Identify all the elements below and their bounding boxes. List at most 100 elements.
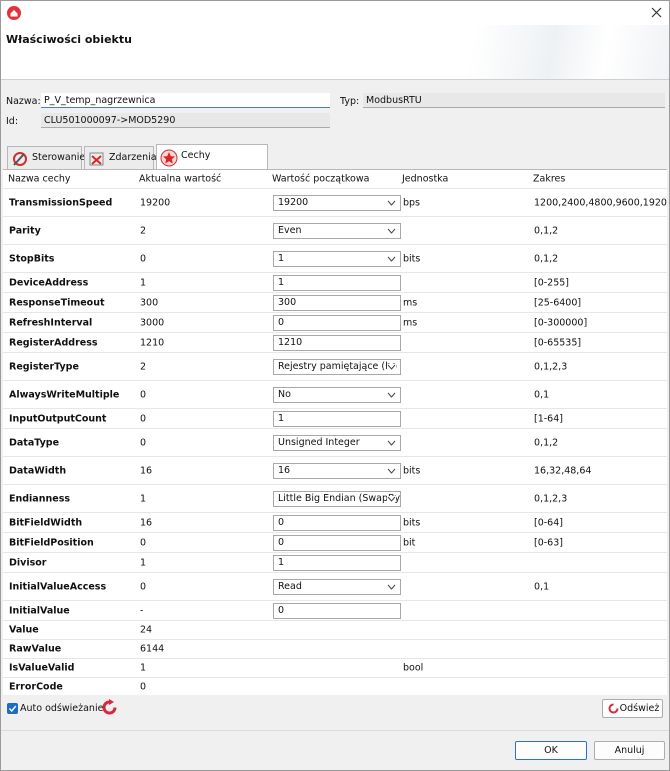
unit: bit	[403, 537, 416, 548]
property-name: ErrorCode	[9, 681, 63, 693]
id-value: CLU501000097->MOD5290	[41, 113, 330, 128]
initial-value-select[interactable]: No	[273, 386, 401, 403]
table-row: ResponseTimeout 300 300 ms [25-6400]	[3, 293, 667, 313]
current-value: 19200	[140, 197, 171, 208]
initial-value-input[interactable]: 1	[273, 410, 401, 427]
table-row: StopBits 0 1 bits 0,1,2	[3, 245, 667, 273]
table-row: ErrorCode 0	[3, 678, 667, 695]
property-name: InitialValueAccess	[9, 581, 107, 592]
initial-value-select[interactable]: Little Big Endian (SwapBy	[273, 490, 401, 507]
property-name: RawValue	[9, 643, 62, 655]
current-value: 0	[140, 389, 147, 400]
close-button[interactable]	[651, 7, 662, 18]
table-row: AlwaysWriteMultiple 0 No 0,1	[3, 381, 667, 409]
unit: ms	[403, 317, 418, 328]
unit: bps	[403, 197, 421, 208]
dialog-title: Właściwości obiektu	[6, 33, 132, 46]
range: 0,1	[534, 389, 550, 400]
id-label: Id:	[6, 116, 19, 127]
property-name: Parity	[9, 225, 41, 236]
range: 0,1,2	[534, 437, 559, 448]
table-row: Parity 2 Even 0,1,2	[3, 217, 667, 245]
table-row: InitialValueAccess 0 Read 0,1	[3, 573, 667, 601]
range: 0,1	[534, 581, 550, 592]
initial-value-input[interactable]: 0	[273, 602, 401, 619]
initial-value: 0	[278, 516, 285, 528]
table-row: Divisor 1 1	[3, 553, 667, 573]
initial-value-input[interactable]: 0	[273, 534, 401, 551]
table-row: IsValueValid 1 bool	[3, 659, 667, 678]
unit: bits	[403, 253, 421, 264]
tab-label: Zdarzenia	[109, 152, 157, 163]
initial-value-input[interactable]: 1	[273, 554, 401, 571]
tab[interactable]: Zdarzenia	[84, 146, 157, 169]
column-header: Wartość początkowa	[272, 173, 370, 185]
name-input[interactable]: P_V_temp_nagrzewnica	[41, 93, 330, 108]
current-value: 1	[140, 493, 147, 504]
initial-value: 1210	[278, 336, 303, 348]
header-banner: Właściwości obiektu	[1, 25, 669, 80]
current-value: 0	[140, 437, 147, 448]
current-value: 0	[140, 537, 147, 548]
property-name: DeviceAddress	[9, 277, 89, 288]
current-value: 1	[140, 557, 147, 568]
initial-value-select[interactable]: 1	[273, 250, 401, 267]
dropdown-arrow	[387, 363, 396, 370]
range: 0,1,2	[534, 225, 559, 236]
table-row: RawValue 6144	[3, 640, 667, 659]
initial-value-input[interactable]: 1210	[273, 334, 401, 351]
auto-refresh-label[interactable]: Auto odświeżanie	[20, 703, 104, 714]
initial-value-input[interactable]: 0	[273, 314, 401, 331]
current-value: 2	[140, 225, 147, 236]
property-name: Endianness	[9, 493, 70, 504]
range: [25-6400]	[534, 297, 582, 308]
initial-value-select[interactable]: Read	[273, 578, 401, 595]
property-name: TransmissionSpeed	[9, 197, 113, 208]
initial-value: No	[278, 388, 291, 400]
property-name: DataWidth	[9, 465, 67, 476]
unit: ms	[403, 297, 418, 308]
initial-value: 1	[278, 276, 285, 288]
cancel-button[interactable]: Anuluj	[594, 741, 665, 760]
tab-icon	[89, 152, 104, 166]
dropdown-arrow	[387, 583, 396, 590]
initial-value-select[interactable]: Unsigned Integer	[273, 434, 401, 451]
initial-value-input[interactable]: 0	[273, 514, 401, 531]
current-value: 16	[140, 517, 153, 528]
initial-value-input[interactable]: 300	[273, 294, 401, 311]
table-row: InitialValue - 0	[3, 601, 667, 621]
table-row: Endianness 1 Little Big Endian (SwapBy 0,1,…	[3, 485, 667, 513]
dropdown-arrow	[387, 199, 396, 206]
tab-icon	[160, 149, 178, 167]
current-value: 3000	[140, 317, 165, 328]
table-row: TransmissionSpeed 19200 19200 bps 1200,2400,…	[3, 189, 667, 217]
refresh-button[interactable]: Odśwież	[602, 699, 663, 718]
initial-value-input[interactable]: 1	[273, 274, 401, 291]
property-name: StopBits	[9, 253, 55, 264]
dropdown-arrow	[387, 467, 396, 474]
ok-button[interactable]: OK	[515, 741, 587, 760]
table-row: BitFieldWidth 16 0 bits [0-64]	[3, 513, 667, 533]
property-name: IsValueValid	[9, 662, 75, 674]
range: [0-63]	[534, 537, 563, 548]
initial-value-select[interactable]: Even	[273, 222, 401, 239]
tab-active[interactable]: Cechy wbudowane	[156, 144, 268, 183]
current-value: 16	[140, 465, 153, 476]
tab[interactable]: Sterowanie	[7, 146, 85, 169]
range: 0,1,2,3	[534, 493, 568, 504]
initial-value-select[interactable]: 19200	[273, 194, 401, 211]
checkbox[interactable]	[7, 703, 18, 714]
initial-value: 1	[278, 412, 285, 424]
tab-icon	[13, 152, 27, 166]
initial-value-select[interactable]: 16	[273, 462, 401, 479]
initial-value-select[interactable]: Rejestry pamiętające (ho	[273, 358, 401, 375]
range: 0,1,2	[534, 253, 559, 264]
refresh-button-label: Odśwież	[619, 703, 660, 714]
dropdown-arrow	[387, 255, 396, 262]
type-value: ModbusRTU	[363, 93, 665, 108]
property-name: ResponseTimeout	[9, 297, 105, 308]
unit: bits	[403, 517, 421, 528]
column-header: Zakres	[533, 173, 566, 185]
dropdown-arrow	[387, 495, 396, 502]
